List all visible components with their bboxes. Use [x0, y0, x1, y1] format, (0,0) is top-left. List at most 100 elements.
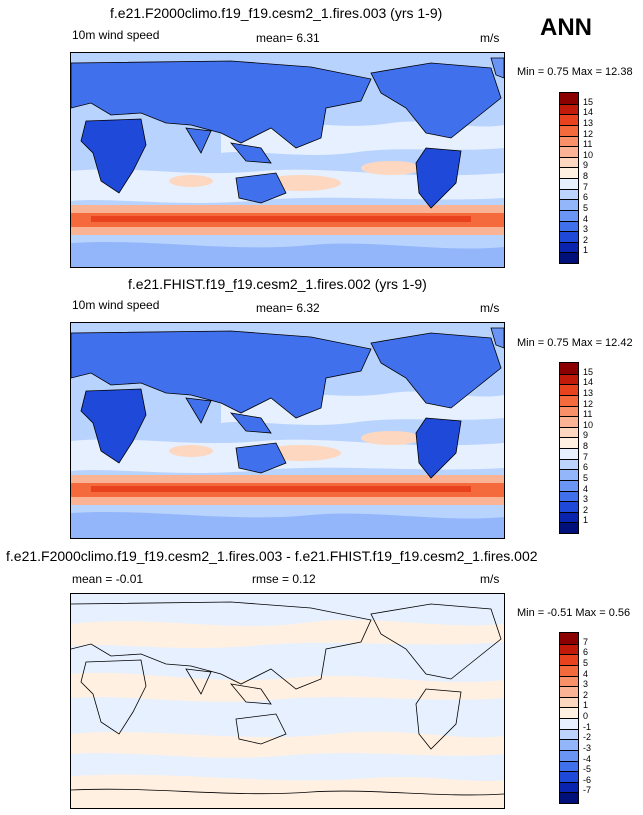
panel-1-map: [70, 52, 505, 268]
colorbar-swatch: [560, 664, 578, 676]
colorbar-tick-label: 7: [583, 451, 589, 462]
colorbar-tick-label: 5: [583, 202, 589, 213]
colorbar-tick-label: 6: [583, 462, 589, 473]
colorbar-tick-label: 2: [583, 234, 589, 245]
colorbar-tick-label: 4: [583, 213, 589, 224]
colorbar-tick-label: 15: [583, 366, 594, 377]
colorbar-tick-label: 4: [583, 668, 589, 679]
colorbar-tick-label: 15: [583, 96, 594, 107]
colorbar-swatch: [560, 458, 578, 470]
trade-wind-patch-3: [169, 175, 213, 187]
colorbar-tick-label: 12: [583, 128, 594, 139]
trade-wind-patch-2: [361, 161, 421, 175]
colorbar-swatch: [560, 416, 578, 427]
colorbar-tick-label: -5: [583, 764, 592, 775]
colorbar-tick-label: 13: [583, 387, 594, 398]
season-label: ANN: [540, 14, 592, 41]
colorbar-tick-label: 11: [583, 139, 593, 150]
colorbar-tick-label: 1: [583, 700, 589, 711]
land-north-america: [370, 62, 502, 139]
land-eurasia: [71, 60, 372, 149]
colorbar-swatch: [560, 511, 578, 523]
colorbar-swatch: [560, 426, 578, 438]
coast-north-america: [370, 603, 502, 680]
panel-2-colorbar: [559, 362, 579, 534]
land-australia: [235, 172, 287, 204]
colorbar-swatch: [560, 156, 578, 168]
colorbar-swatch: [560, 675, 578, 687]
colorbar-tick-label: 9: [583, 160, 589, 171]
colorbar-tick-label: 1: [583, 515, 589, 526]
colorbar-swatch: [560, 188, 578, 200]
trade-wind-patch-3: [169, 445, 213, 457]
panel-1-units: m/s: [480, 31, 500, 45]
colorbar-tick-label: 3: [583, 679, 589, 690]
panel-3-mean-label: mean = -0.01: [72, 572, 144, 586]
colorbar-tick-label: 4: [583, 483, 589, 494]
land-india: [185, 127, 212, 154]
colorbar-tick-label: 0: [583, 711, 589, 721]
land-se-asia: [230, 412, 272, 434]
colorbar-swatch: [560, 728, 578, 740]
panel-3-units: m/s: [480, 572, 500, 586]
colorbar-swatch: [560, 654, 578, 665]
diff-positive-band-2: [71, 672, 504, 702]
colorbar-swatch: [560, 103, 578, 115]
colorbar-swatch: [560, 241, 578, 253]
coast-se-asia: [230, 683, 272, 705]
colorbar-tick-label: 1: [583, 245, 589, 256]
colorbar-tick-label: 6: [583, 647, 589, 658]
colorbar-swatch: [560, 363, 578, 374]
colorbar-tick-label: 10: [583, 149, 594, 160]
colorbar-swatch: [560, 739, 578, 750]
colorbar-swatch: [560, 178, 578, 189]
colorbar-swatch: [560, 633, 578, 644]
southern-jet-max: [91, 486, 471, 492]
colorbar-swatch: [560, 135, 578, 147]
colorbar-tick-label: 7: [583, 181, 589, 192]
diff-positive-band-1: [71, 619, 504, 648]
colorbar-swatch: [560, 93, 578, 104]
coast-antarctica: [71, 788, 504, 796]
colorbar-swatch: [560, 124, 578, 136]
colorbar-swatch: [560, 479, 578, 491]
panel-1-mean-label: mean= 6.31: [256, 31, 320, 45]
colorbar-swatch: [560, 760, 578, 772]
land-se-asia: [230, 142, 272, 164]
land-south-america: [415, 417, 462, 479]
antarctic-coast: [71, 241, 504, 267]
colorbar-tick-label: 3: [583, 224, 589, 235]
colorbar-swatch: [560, 792, 578, 803]
colorbar-tick-label: -1: [583, 721, 592, 732]
coast-south-america: [415, 688, 462, 750]
colorbar-swatch: [560, 718, 578, 729]
land-north-america: [370, 332, 502, 409]
land-south-america: [415, 147, 462, 209]
panel-1-title: f.e21.F2000climo.f19_f19.cesm2_1.fires.0…: [110, 5, 443, 21]
colorbar-tick-label: 6: [583, 192, 589, 203]
panel-2-map: [70, 322, 505, 539]
panel-2-mean-label: mean= 6.32: [256, 301, 320, 315]
colorbar-swatch: [560, 373, 578, 385]
colorbar-tick-label: -4: [583, 753, 592, 764]
diff-positive-band-3: [71, 731, 504, 758]
colorbar-swatch: [560, 686, 578, 697]
colorbar-tick-label: 11: [583, 409, 593, 420]
colorbar-tick-label: 2: [583, 689, 589, 700]
colorbar-tick-label: 13: [583, 117, 594, 128]
colorbar-swatch: [560, 707, 578, 718]
colorbar-tick-label: -7: [583, 785, 592, 796]
colorbar-swatch: [560, 146, 578, 157]
panel-1-colorbar: [559, 92, 579, 264]
colorbar-tick-label: 8: [583, 441, 589, 451]
colorbar-swatch: [560, 469, 578, 480]
colorbar-swatch: [560, 448, 578, 459]
colorbar-swatch: [560, 405, 578, 417]
colorbar-swatch: [560, 231, 578, 242]
colorbar-tick-label: -3: [583, 742, 592, 753]
panel-3-map: [70, 593, 505, 809]
colorbar-swatch: [560, 696, 578, 708]
trade-wind-patch-2: [361, 431, 421, 445]
panel-1-minmax: Min = 0.75 Max = 12.38: [517, 66, 633, 78]
colorbar-swatch: [560, 437, 578, 448]
